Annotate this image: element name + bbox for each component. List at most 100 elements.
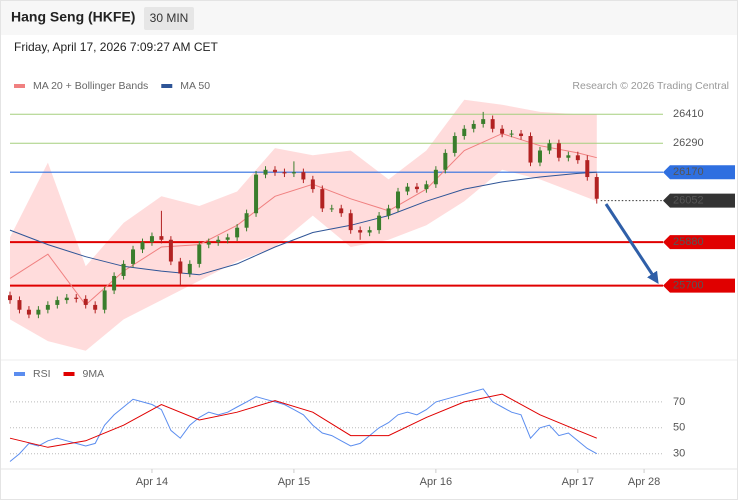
candle-body [102,290,107,310]
legend-label: RSI [33,368,51,380]
candle-body [358,230,363,233]
timeframe-label: 30 MIN [150,11,189,25]
candle-body [481,119,486,124]
candle-body [45,304,50,310]
candle-body [17,300,22,310]
x-tick-label: Apr 15 [278,476,310,488]
candle-body [386,208,391,216]
candle-body [320,189,325,209]
level-label: 25880 [673,236,704,248]
candle-body [585,160,590,178]
candle-body [509,133,514,135]
candle-body [140,242,145,250]
candle-body [64,297,69,301]
candle-body [443,152,448,170]
legend-swatch [14,84,25,88]
candle-body [8,295,12,301]
x-tick-label: Apr 17 [562,476,594,488]
candle-body [424,184,429,190]
level-label: 26052 [673,195,704,207]
x-tick-label: Apr 14 [136,476,168,488]
candle-body [377,215,382,231]
candle-body [168,239,173,262]
candle-body [396,191,401,209]
level-label: 25700 [673,280,704,292]
bollinger-band [10,99,597,351]
candle-body [225,237,230,240]
candle-body [556,143,561,158]
timeframe-badge[interactable] [144,7,194,30]
candle-body [244,213,249,228]
projection-arrow [604,203,659,285]
candle-body [272,169,277,173]
indicator-line [9,388,598,462]
x-tick-label: Apr 16 [420,476,452,488]
candle-body [594,177,599,199]
level-label: 26290 [673,137,704,149]
candle-body [55,300,60,305]
candle-body [301,172,306,180]
candle-body [291,172,296,174]
candle-body [471,123,476,129]
candle-body [528,136,533,163]
candle-body [367,230,372,233]
candle-body [462,128,467,137]
candle-body [405,186,410,192]
candle-body [254,174,259,214]
candle-body [490,119,495,129]
legend-label: MA 50 [180,80,210,92]
candle-body [187,263,192,274]
candle-body [149,236,154,243]
instrument-title: Hang Seng (HKFE) [11,9,135,25]
candle-body [74,297,79,299]
candle-body [414,186,419,190]
level-tag [663,235,735,250]
candle-body [216,239,221,243]
candle-body [121,263,126,276]
timestamp: Friday, April 17, 2026 7:09:27 AM CET [14,40,219,54]
level-label: 26170 [673,166,704,178]
legend-swatch [161,84,173,88]
candle-body [519,133,524,137]
y-tick-label: 30 [673,448,685,460]
candle-body [537,150,542,163]
candle-body [547,143,552,151]
legend-swatch [63,372,75,376]
candle-body [348,213,353,231]
candle-body [566,155,571,158]
candle-body [329,208,334,210]
level-tag [663,278,735,293]
candle-body [131,249,136,264]
candle-body [282,172,287,174]
indicator-line [9,393,597,448]
candle-body [235,227,240,238]
candle-body [93,304,98,310]
y-tick-label: 70 [673,396,685,408]
candle-body [263,169,268,175]
candle-body [206,242,211,245]
level-label: 26410 [673,108,704,120]
credit: Research © 2026 Trading Central [572,80,729,92]
candle-body [178,261,183,274]
candle-body [433,169,438,185]
candle-body [500,128,505,134]
y-tick-label: 50 [673,422,685,434]
legend-swatch [14,372,25,376]
candle-body [197,244,202,264]
candle-body [575,155,580,161]
level-tag [663,193,735,208]
legend-label: MA 20 + Bollinger Bands [33,80,148,92]
x-tick-label: Apr 28 [628,476,660,488]
level-tag [663,165,735,180]
ma-line [9,171,597,276]
candle-body [36,309,41,315]
header-bar [1,1,737,35]
candle-body [159,236,164,240]
candle-body [310,179,315,190]
candle-body [26,309,31,315]
candle-body [339,208,344,214]
legend-label: 9MA [83,368,105,380]
candle-body [83,298,88,305]
